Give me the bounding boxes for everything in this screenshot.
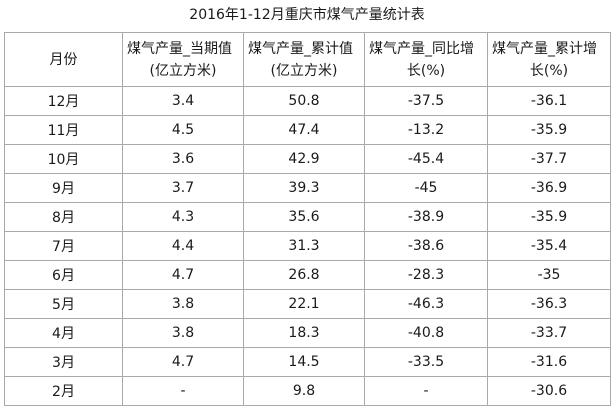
table-row: 3月 4.7 14.5 -33.5 -31.6 [4, 347, 611, 377]
cell-month: 4月 [4, 318, 123, 348]
cell-cumulative: 31.3 [243, 231, 365, 261]
header-month-label: 月份 [49, 51, 78, 68]
cell-month: 5月 [4, 289, 123, 319]
cell-cumulative: 26.8 [243, 260, 365, 290]
cell-current: 4.7 [122, 260, 244, 290]
table-row: 4月 3.8 18.3 -40.8 -33.7 [4, 318, 611, 348]
header-yoy-line2: 长(%) [406, 62, 446, 79]
cell-cum-growth: -31.6 [487, 347, 611, 377]
cell-yoy: - [364, 376, 488, 406]
cell-cum-growth: -36.9 [487, 173, 611, 203]
header-current: 煤气产量_当期值 (亿立方米) [122, 32, 244, 87]
table-row: 12月 3.4 50.8 -37.5 -36.1 [4, 86, 611, 116]
table-row: 6月 4.7 26.8 -28.3 -35 [4, 260, 611, 290]
cell-month: 9月 [4, 173, 123, 203]
cell-cumulative: 35.6 [243, 202, 365, 232]
cell-month: 12月 [4, 86, 123, 116]
cell-yoy: -33.5 [364, 347, 488, 377]
cell-cumulative: 14.5 [243, 347, 365, 377]
cell-cum-growth: -35.4 [487, 231, 611, 261]
cell-cumulative: 47.4 [243, 115, 365, 145]
cell-cumulative: 22.1 [243, 289, 365, 319]
header-cum-growth: 煤气产量_累计增 长(%) [487, 32, 611, 87]
table-row: 11月 4.5 47.4 -13.2 -35.9 [4, 115, 611, 145]
cell-yoy: -38.9 [364, 202, 488, 232]
table-row: 8月 4.3 35.6 -38.9 -35.9 [4, 202, 611, 232]
cell-current: - [122, 376, 244, 406]
table-row: 10月 3.6 42.9 -45.4 -37.7 [4, 144, 611, 174]
header-current-line2: (亿立方米) [149, 62, 217, 79]
table-row: 7月 4.4 31.3 -38.6 -35.4 [4, 231, 611, 261]
cell-yoy: -13.2 [364, 115, 488, 145]
cell-current: 4.5 [122, 115, 244, 145]
cell-yoy: -45.4 [364, 144, 488, 174]
cell-month: 2月 [4, 376, 123, 406]
cell-current: 3.4 [122, 86, 244, 116]
header-cum-growth-line2: 长(%) [529, 62, 569, 79]
cell-yoy: -46.3 [364, 289, 488, 319]
cell-yoy: -28.3 [364, 260, 488, 290]
cell-cum-growth: -37.7 [487, 144, 611, 174]
cell-current: 4.4 [122, 231, 244, 261]
header-cumulative-line2: (亿立方米) [270, 62, 338, 79]
cell-yoy: -38.6 [364, 231, 488, 261]
header-cumulative: 煤气产量_累计值 (亿立方米) [243, 32, 365, 87]
cell-current: 4.7 [122, 347, 244, 377]
cell-cum-growth: -36.1 [487, 86, 611, 116]
header-cumulative-line1: 煤气产量_累计值 [248, 40, 353, 57]
cell-cum-growth: -35.9 [487, 115, 611, 145]
cell-cumulative: 42.9 [243, 144, 365, 174]
header-row: 月份 煤气产量_当期值 (亿立方米) 煤气产量_累计值 (亿立方米) 煤气产量_… [4, 32, 611, 87]
table-title: 2016年1-12月重庆市煤气产量统计表 [189, 7, 425, 23]
cell-cum-growth: -35.9 [487, 202, 611, 232]
gas-production-table: 月份 煤气产量_当期值 (亿立方米) 煤气产量_累计值 (亿立方米) 煤气产量_… [4, 32, 611, 406]
header-yoy-line1: 煤气产量_同比增 [369, 40, 474, 57]
cell-cumulative: 39.3 [243, 173, 365, 203]
cell-cum-growth: -30.6 [487, 376, 611, 406]
header-month: 月份 [4, 32, 123, 87]
cell-cumulative: 50.8 [243, 86, 365, 116]
cell-month: 7月 [4, 231, 123, 261]
cell-month: 10月 [4, 144, 123, 174]
header-current-line1: 煤气产量_当期值 [127, 40, 232, 57]
cell-cum-growth: -36.3 [487, 289, 611, 319]
cell-cumulative: 9.8 [243, 376, 365, 406]
cell-month: 8月 [4, 202, 123, 232]
cell-month: 3月 [4, 347, 123, 377]
cell-yoy: -45 [364, 173, 488, 203]
table-row: 2月 - 9.8 - -30.6 [4, 376, 611, 406]
header-yoy: 煤气产量_同比增 长(%) [364, 32, 488, 87]
cell-month: 11月 [4, 115, 123, 145]
cell-month: 6月 [4, 260, 123, 290]
table-row: 9月 3.7 39.3 -45 -36.9 [4, 173, 611, 203]
cell-current: 3.7 [122, 173, 244, 203]
cell-cum-growth: -33.7 [487, 318, 611, 348]
cell-current: 3.8 [122, 318, 244, 348]
cell-current: 4.3 [122, 202, 244, 232]
cell-cum-growth: -35 [487, 260, 611, 290]
header-cum-growth-line1: 煤气产量_累计增 [492, 40, 597, 57]
cell-yoy: -40.8 [364, 318, 488, 348]
cell-yoy: -37.5 [364, 86, 488, 116]
cell-current: 3.8 [122, 289, 244, 319]
table-row: 5月 3.8 22.1 -46.3 -36.3 [4, 289, 611, 319]
cell-cumulative: 18.3 [243, 318, 365, 348]
cell-current: 3.6 [122, 144, 244, 174]
